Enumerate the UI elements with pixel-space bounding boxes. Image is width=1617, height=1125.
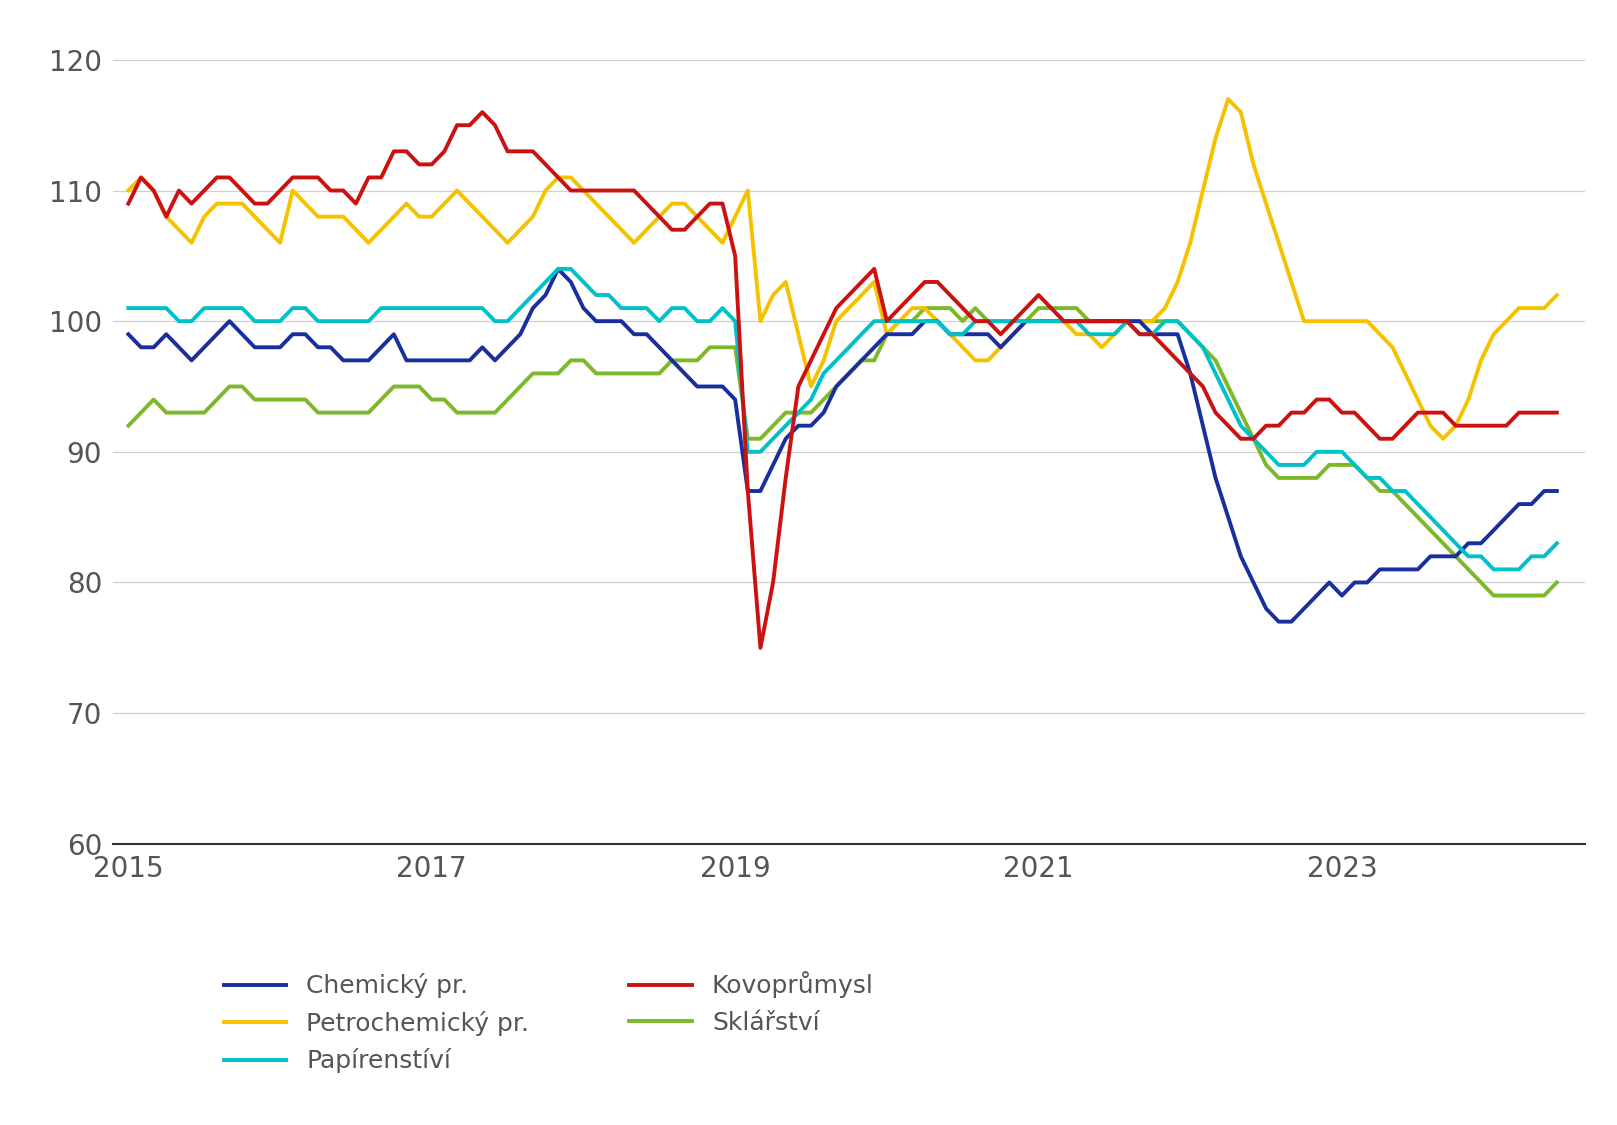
Papírenstíví bbox=[687, 314, 707, 327]
Petrochemický pr. bbox=[283, 183, 302, 197]
Petrochemický pr. bbox=[1547, 288, 1567, 302]
Sklářství bbox=[1219, 380, 1239, 394]
Papírenstíví bbox=[1219, 393, 1239, 406]
Chemický pr. bbox=[548, 262, 568, 276]
Sklářství bbox=[511, 380, 530, 394]
Kovoprůmysl bbox=[118, 197, 137, 210]
Petrochemický pr. bbox=[674, 197, 694, 210]
Papírenstíví bbox=[511, 302, 530, 315]
Petrochemický pr. bbox=[1219, 92, 1239, 106]
Line: Kovoprůmysl: Kovoprůmysl bbox=[128, 112, 1557, 648]
Petrochemický pr. bbox=[1433, 432, 1452, 446]
Sklářství bbox=[283, 393, 302, 406]
Sklářství bbox=[674, 353, 694, 367]
Papírenstíví bbox=[1484, 562, 1504, 576]
Kovoprůmysl bbox=[1547, 406, 1567, 420]
Line: Sklářství: Sklářství bbox=[128, 308, 1557, 595]
Sklářství bbox=[1054, 302, 1074, 315]
Petrochemický pr. bbox=[1206, 132, 1226, 145]
Papírenstíví bbox=[1547, 537, 1567, 550]
Line: Petrochemický pr.: Petrochemický pr. bbox=[128, 99, 1557, 439]
Chemický pr. bbox=[1269, 615, 1289, 629]
Kovoprůmysl bbox=[1231, 432, 1250, 446]
Kovoprůmysl bbox=[687, 210, 707, 224]
Chemický pr. bbox=[511, 327, 530, 341]
Chemický pr. bbox=[1547, 484, 1567, 497]
Papírenstíví bbox=[524, 288, 543, 302]
Sklářství bbox=[1484, 588, 1504, 602]
Sklářství bbox=[1547, 576, 1567, 590]
Petrochemický pr. bbox=[511, 223, 530, 236]
Sklářství bbox=[118, 418, 137, 432]
Kovoprůmysl bbox=[524, 145, 543, 159]
Chemický pr. bbox=[1054, 314, 1074, 327]
Chemický pr. bbox=[118, 327, 137, 341]
Line: Papírenstíví: Papírenstíví bbox=[128, 269, 1557, 569]
Petrochemický pr. bbox=[118, 183, 137, 197]
Papírenstíví bbox=[283, 302, 302, 315]
Kovoprůmysl bbox=[535, 158, 555, 171]
Papírenstíví bbox=[118, 302, 137, 315]
Legend: Chemický pr., Petrochemický pr., Papírenstíví, Kovoprůmysl, Sklářství: Chemický pr., Petrochemický pr., Papíren… bbox=[213, 962, 884, 1083]
Chemický pr. bbox=[283, 327, 302, 341]
Chemický pr. bbox=[524, 302, 543, 315]
Papírenstíví bbox=[1054, 314, 1074, 327]
Kovoprůmysl bbox=[1067, 314, 1087, 327]
Kovoprůmysl bbox=[750, 641, 770, 655]
Chemický pr. bbox=[687, 380, 707, 394]
Papírenstíví bbox=[548, 262, 568, 276]
Sklářství bbox=[915, 302, 935, 315]
Petrochemický pr. bbox=[1041, 314, 1061, 327]
Kovoprůmysl bbox=[283, 171, 302, 184]
Chemický pr. bbox=[1219, 511, 1239, 524]
Petrochemický pr. bbox=[524, 210, 543, 224]
Line: Chemický pr.: Chemický pr. bbox=[128, 269, 1557, 622]
Kovoprůmysl bbox=[472, 106, 492, 119]
Sklářství bbox=[524, 367, 543, 380]
